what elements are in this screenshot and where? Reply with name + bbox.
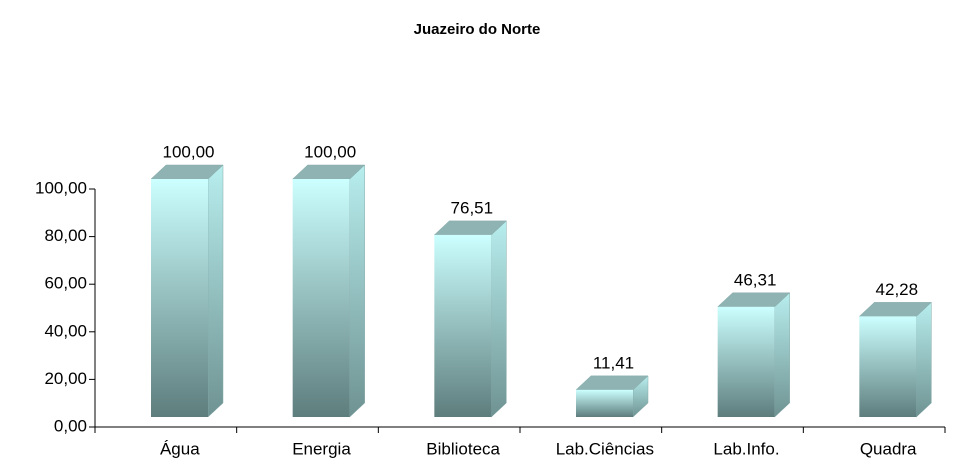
- bar-side: [207, 164, 224, 418]
- value-label: 100,00: [163, 142, 215, 161]
- bar: [292, 164, 366, 418]
- bar-side: [491, 220, 507, 418]
- bar: [150, 164, 224, 418]
- x-tick-label: Água: [160, 439, 200, 458]
- value-label: 42,28: [876, 280, 919, 299]
- bar-side: [349, 164, 365, 418]
- y-tick-label: 40,00: [44, 321, 87, 340]
- x-tick-label: Lab.Ciências: [556, 439, 654, 458]
- y-tick-label: 100,00: [35, 178, 87, 197]
- y-tick-label: 0,00: [54, 416, 87, 435]
- bar: [433, 220, 507, 418]
- x-tick-label: Energia: [292, 439, 351, 458]
- value-label: 76,51: [451, 198, 494, 217]
- bar: [858, 301, 932, 418]
- bar-front: [576, 389, 633, 417]
- y-tick-label: 20,00: [44, 369, 87, 388]
- value-label: 11,41: [593, 353, 634, 372]
- bar-front: [434, 234, 492, 417]
- y-tick-label: 80,00: [44, 226, 87, 245]
- x-tick-label: Quadra: [860, 439, 917, 458]
- bar-front: [292, 179, 350, 417]
- bar-front: [151, 179, 208, 417]
- y-tick-label: 60,00: [44, 274, 87, 293]
- bar-front: [717, 306, 775, 417]
- value-label: 46,31: [734, 270, 777, 289]
- bar: [575, 375, 649, 418]
- chart-title: Juazeiro do Norte: [414, 21, 541, 38]
- bar-side: [774, 292, 790, 418]
- bar: [717, 292, 791, 418]
- bar-front: [859, 316, 917, 417]
- x-tick-label: Lab.Info.: [713, 439, 779, 458]
- x-tick-label: Biblioteca: [426, 439, 500, 458]
- value-label: 100,00: [304, 142, 356, 161]
- bar-side: [916, 301, 932, 418]
